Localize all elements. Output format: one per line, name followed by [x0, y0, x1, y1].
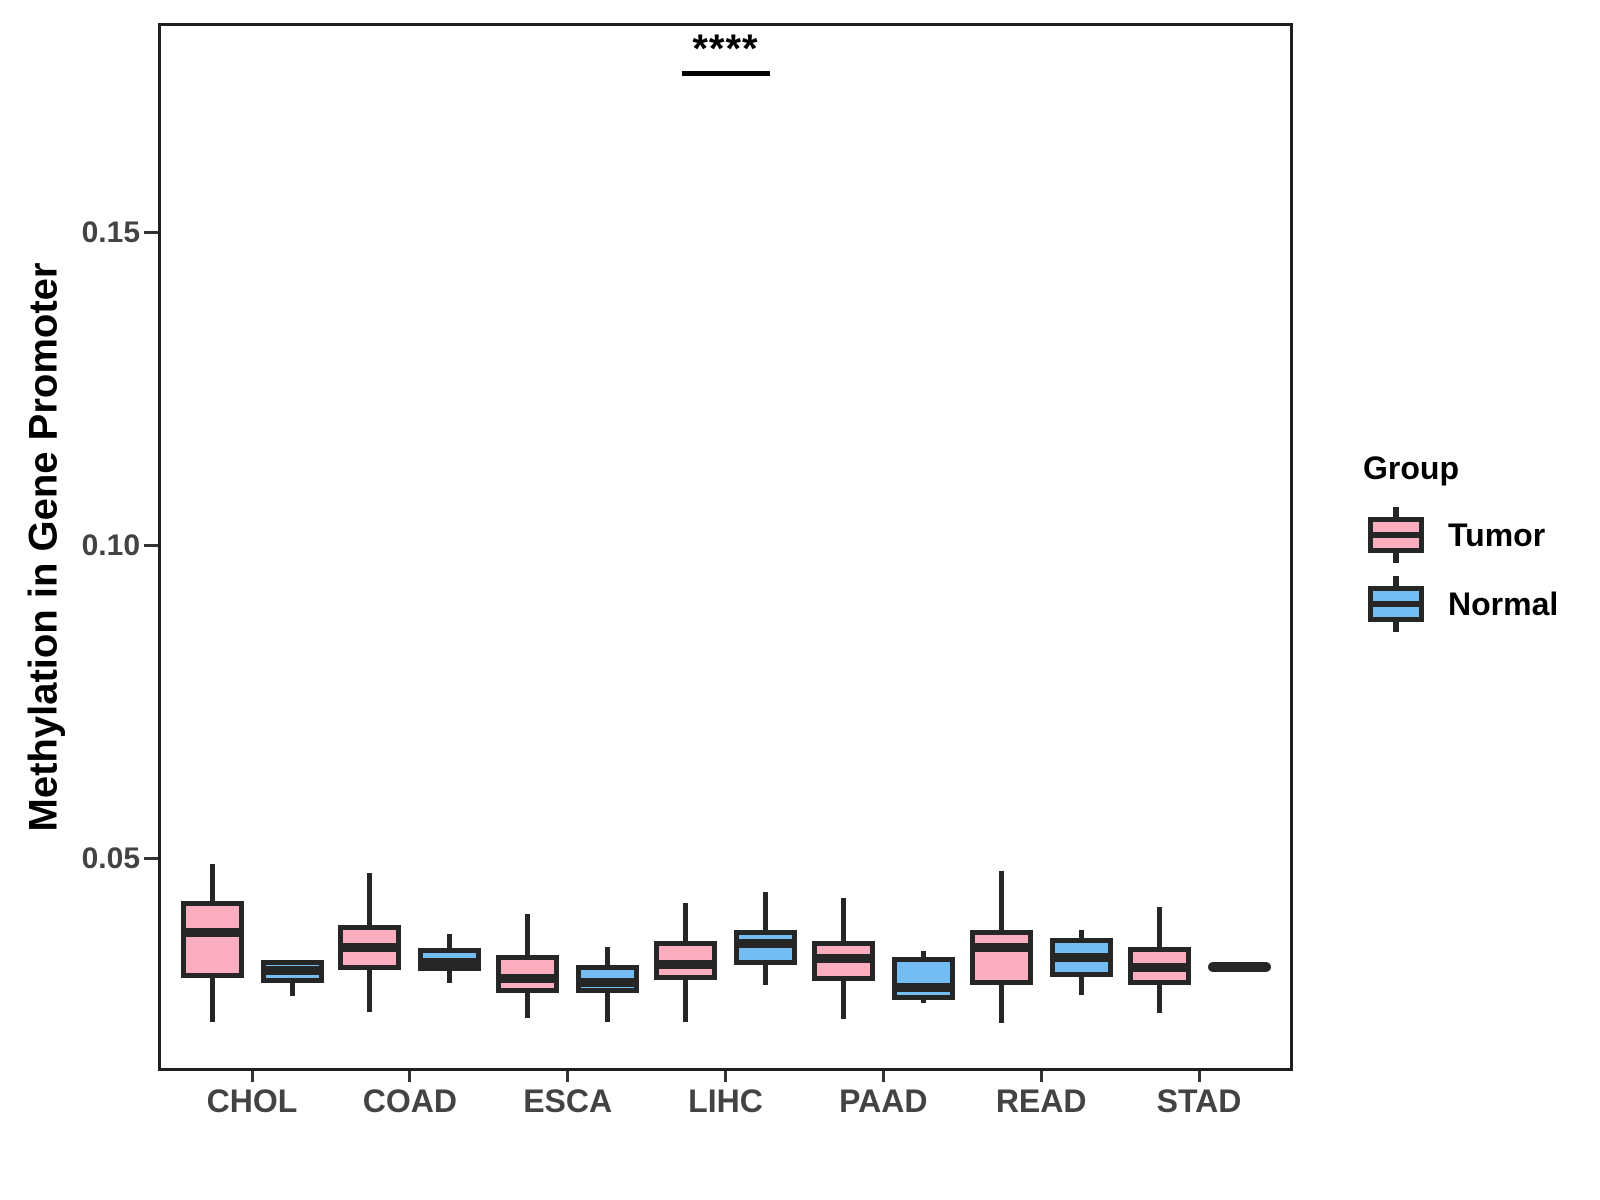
boxplot-median	[264, 966, 320, 976]
boxplot-box-flat	[1207, 962, 1271, 973]
boxplot-median	[422, 957, 478, 967]
boxplot-median	[184, 927, 240, 937]
glyph-median	[1373, 601, 1419, 607]
x-axis-label: COAD	[362, 1083, 457, 1119]
significance-stars: ****	[692, 27, 759, 72]
x-tick-mark	[566, 1071, 570, 1082]
x-axis-label: ESCA	[523, 1083, 613, 1119]
legend-title: Group	[1363, 450, 1459, 486]
boxplot-median	[580, 978, 636, 988]
x-tick-mark	[1197, 1071, 1201, 1082]
y-tick-mark	[144, 544, 158, 548]
x-tick-mark	[1039, 1071, 1043, 1082]
x-axis-label: STAD	[1156, 1083, 1242, 1119]
x-axis-label: PAAD	[839, 1083, 928, 1119]
boxplot-box	[969, 930, 1033, 986]
plot-panel	[158, 23, 1293, 1071]
boxplot-median	[738, 938, 793, 948]
y-tick-label: 0.15	[81, 215, 140, 249]
x-tick-mark	[881, 1071, 885, 1082]
boxplot-median	[1131, 962, 1187, 972]
boxplot-box	[496, 954, 560, 994]
x-tick-mark	[724, 1071, 727, 1082]
legend-label-normal: Normal	[1448, 586, 1559, 622]
boxplot-median	[895, 983, 951, 993]
x-axis-label: READ	[995, 1083, 1087, 1119]
x-axis-label: LIHC	[688, 1083, 763, 1119]
legend-label-tumor: Tumor	[1448, 517, 1546, 553]
boxplot-median	[342, 942, 398, 952]
x-tick-mark	[250, 1071, 254, 1082]
boxplot-glyph-icon	[1368, 576, 1424, 632]
y-tick-label: 0.10	[81, 528, 140, 562]
boxplot-median	[658, 960, 713, 970]
significance-bar	[681, 70, 770, 76]
boxplot-median	[973, 943, 1029, 953]
boxplot-median	[1053, 952, 1109, 962]
boxplot-median	[500, 974, 556, 984]
x-axis-label: CHOL	[206, 1083, 298, 1119]
boxplot-median	[815, 954, 871, 964]
boxplot-box	[891, 957, 955, 1001]
boxplot-glyph-icon	[1368, 507, 1424, 563]
y-tick-mark	[144, 231, 158, 235]
legend-item-tumor: Tumor	[1368, 507, 1545, 563]
legend-item-normal: Normal	[1368, 576, 1558, 632]
boxplot-box	[180, 901, 244, 979]
y-tick-label: 0.05	[81, 841, 140, 875]
x-tick-mark	[408, 1071, 412, 1082]
y-tick-mark	[144, 857, 158, 861]
glyph-median	[1373, 532, 1419, 538]
